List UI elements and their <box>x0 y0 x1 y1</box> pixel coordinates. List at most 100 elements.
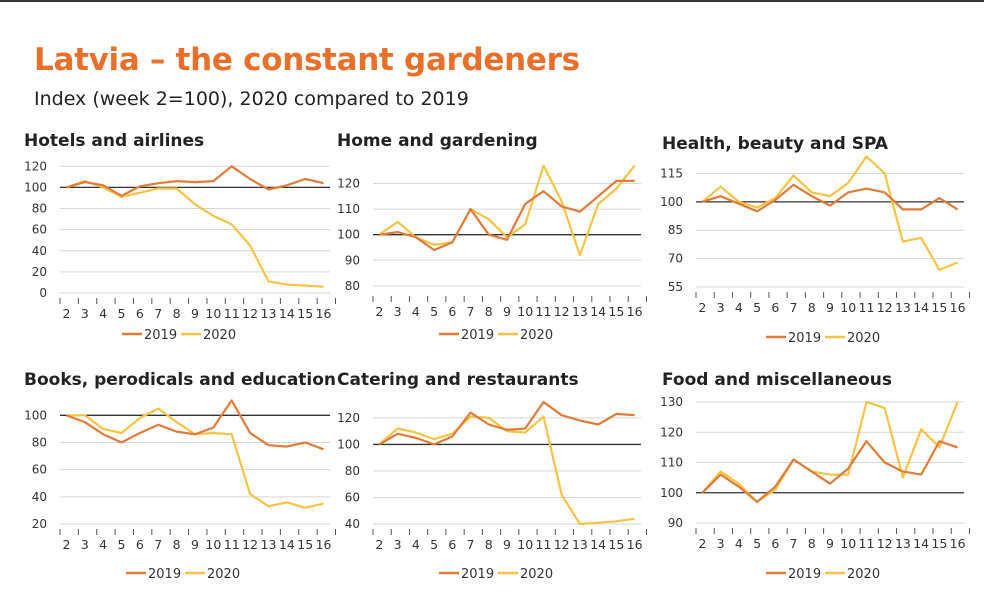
y-tick-label: 130 <box>660 395 683 409</box>
x-tick-label: 5 <box>753 300 761 315</box>
x-tick-label: 15 <box>608 537 624 552</box>
x-tick-label: 5 <box>118 306 126 321</box>
x-tick-label: 14 <box>590 304 606 319</box>
x-tick-label: 7 <box>154 306 162 321</box>
x-tick-label: 11 <box>224 306 240 321</box>
y-tick-label: 110 <box>337 202 360 216</box>
chart-svg: 55 70 85 100 115 2 3 4 5 6 7 8 9 10 11 12 13 14 15 16 2019 20… <box>660 155 970 346</box>
x-tick-label: 10 <box>840 536 856 551</box>
page-subtitle: Index (week 2=100), 2020 compared to 201… <box>34 88 469 110</box>
y-tick-label: 110 <box>660 456 683 470</box>
x-tick-label: 11 <box>536 537 552 552</box>
x-tick-label: 8 <box>173 306 181 321</box>
legend-label: 2019 <box>788 567 821 582</box>
x-tick-label: 9 <box>503 304 511 319</box>
x-tick-label: 6 <box>448 537 456 552</box>
x-tick-label: 7 <box>467 537 475 552</box>
series-line-2020 <box>378 415 635 526</box>
x-tick-label: 9 <box>826 300 834 315</box>
x-tick-label: 9 <box>191 537 199 552</box>
x-tick-label: 16 <box>627 537 643 552</box>
x-tick-label: 12 <box>877 300 893 315</box>
x-tick-label: 7 <box>154 537 162 552</box>
x-tick-label: 10 <box>840 300 856 315</box>
chart-title: Home and gardening <box>337 131 538 151</box>
x-tick-label: 12 <box>554 304 570 319</box>
x-tick-label: 11 <box>224 537 240 552</box>
series-line-2020 <box>701 400 959 503</box>
y-tick-label: 120 <box>337 411 360 425</box>
x-tick-label: 3 <box>394 304 402 319</box>
x-tick-label: 9 <box>191 306 199 321</box>
series-line-2019 <box>379 179 635 252</box>
x-tick-label: 13 <box>261 306 277 321</box>
y-tick-label: 120 <box>660 425 683 439</box>
x-tick-label: 13 <box>895 536 911 551</box>
legend-label: 2020 <box>520 567 553 582</box>
legend-label: 2019 <box>144 328 177 343</box>
legend-label: 2020 <box>520 328 553 343</box>
y-tick-label: 100 <box>660 195 683 209</box>
y-tick-label: 0 <box>39 286 47 300</box>
legend-label: 2020 <box>203 328 236 343</box>
x-tick-label: 6 <box>771 536 779 551</box>
series-line-2020 <box>66 179 324 288</box>
x-tick-label: 9 <box>826 536 834 551</box>
x-tick-label: 10 <box>205 537 221 552</box>
x-tick-label: 4 <box>412 304 420 319</box>
x-tick-label: 13 <box>895 300 911 315</box>
x-tick-label: 8 <box>485 537 493 552</box>
x-tick-label: 2 <box>375 537 383 552</box>
page-title: Latvia – the constant gardeners <box>34 42 580 78</box>
y-tick-label: 80 <box>32 202 47 216</box>
x-tick-label: 8 <box>808 300 816 315</box>
legend-label: 2020 <box>847 567 880 582</box>
y-tick-label: 20 <box>32 265 47 279</box>
x-tick-label: 13 <box>572 537 588 552</box>
chart-health-beauty-spa: Health, beauty and SPA 55 70 85 100 115 2 3 4 5 6… <box>660 128 970 358</box>
chart-food-misc: Food and miscellaneous 90 100 110 120 130 2 3 4… <box>660 368 970 598</box>
x-tick-label: 15 <box>608 304 624 319</box>
legend-label: 2020 <box>207 567 240 582</box>
x-tick-label: 3 <box>81 537 89 552</box>
x-tick-label: 16 <box>316 537 332 552</box>
x-tick-label: 16 <box>316 306 332 321</box>
x-tick-label: 6 <box>136 306 144 321</box>
x-tick-label: 3 <box>717 300 725 315</box>
y-tick-label: 100 <box>337 228 360 242</box>
chart-title: Catering and restaurants <box>337 370 579 390</box>
y-tick-label: 120 <box>337 176 360 190</box>
x-tick-label: 4 <box>99 537 107 552</box>
y-tick-label: 100 <box>24 180 47 194</box>
x-tick-label: 6 <box>136 537 144 552</box>
chart-title: Hotels and airlines <box>24 131 205 151</box>
x-tick-label: 10 <box>517 537 533 552</box>
x-tick-label: 16 <box>627 304 643 319</box>
x-tick-label: 12 <box>242 537 258 552</box>
x-tick-label: 8 <box>808 536 816 551</box>
x-tick-label: 14 <box>913 536 929 551</box>
x-tick-label: 6 <box>448 304 456 319</box>
y-tick-label: 90 <box>345 253 360 267</box>
x-tick-label: 15 <box>297 537 313 552</box>
x-tick-label: 14 <box>913 300 929 315</box>
y-tick-label: 80 <box>345 279 360 293</box>
y-tick-label: 115 <box>660 166 683 180</box>
series-line-2020 <box>66 407 324 509</box>
x-tick-label: 12 <box>242 306 258 321</box>
x-tick-label: 9 <box>503 537 511 552</box>
legend-label: 2019 <box>461 567 494 582</box>
chart-hotels-airlines: Hotels and airlines 0 20 40 60 80 100 120 2 3 4 5 6… <box>24 128 337 358</box>
x-tick-label: 8 <box>173 537 181 552</box>
x-tick-label: 16 <box>950 536 966 551</box>
chart-books-education: Books, perodicals and education 20 40 60 80… <box>24 368 336 598</box>
x-tick-label: 14 <box>279 537 295 552</box>
x-tick-label: 7 <box>467 304 475 319</box>
x-tick-label: 7 <box>790 300 798 315</box>
x-tick-label: 5 <box>430 537 438 552</box>
x-tick-label: 10 <box>205 306 221 321</box>
x-tick-label: 4 <box>412 537 420 552</box>
x-tick-label: 16 <box>950 300 966 315</box>
x-tick-label: 2 <box>375 304 383 319</box>
x-tick-label: 2 <box>62 537 70 552</box>
